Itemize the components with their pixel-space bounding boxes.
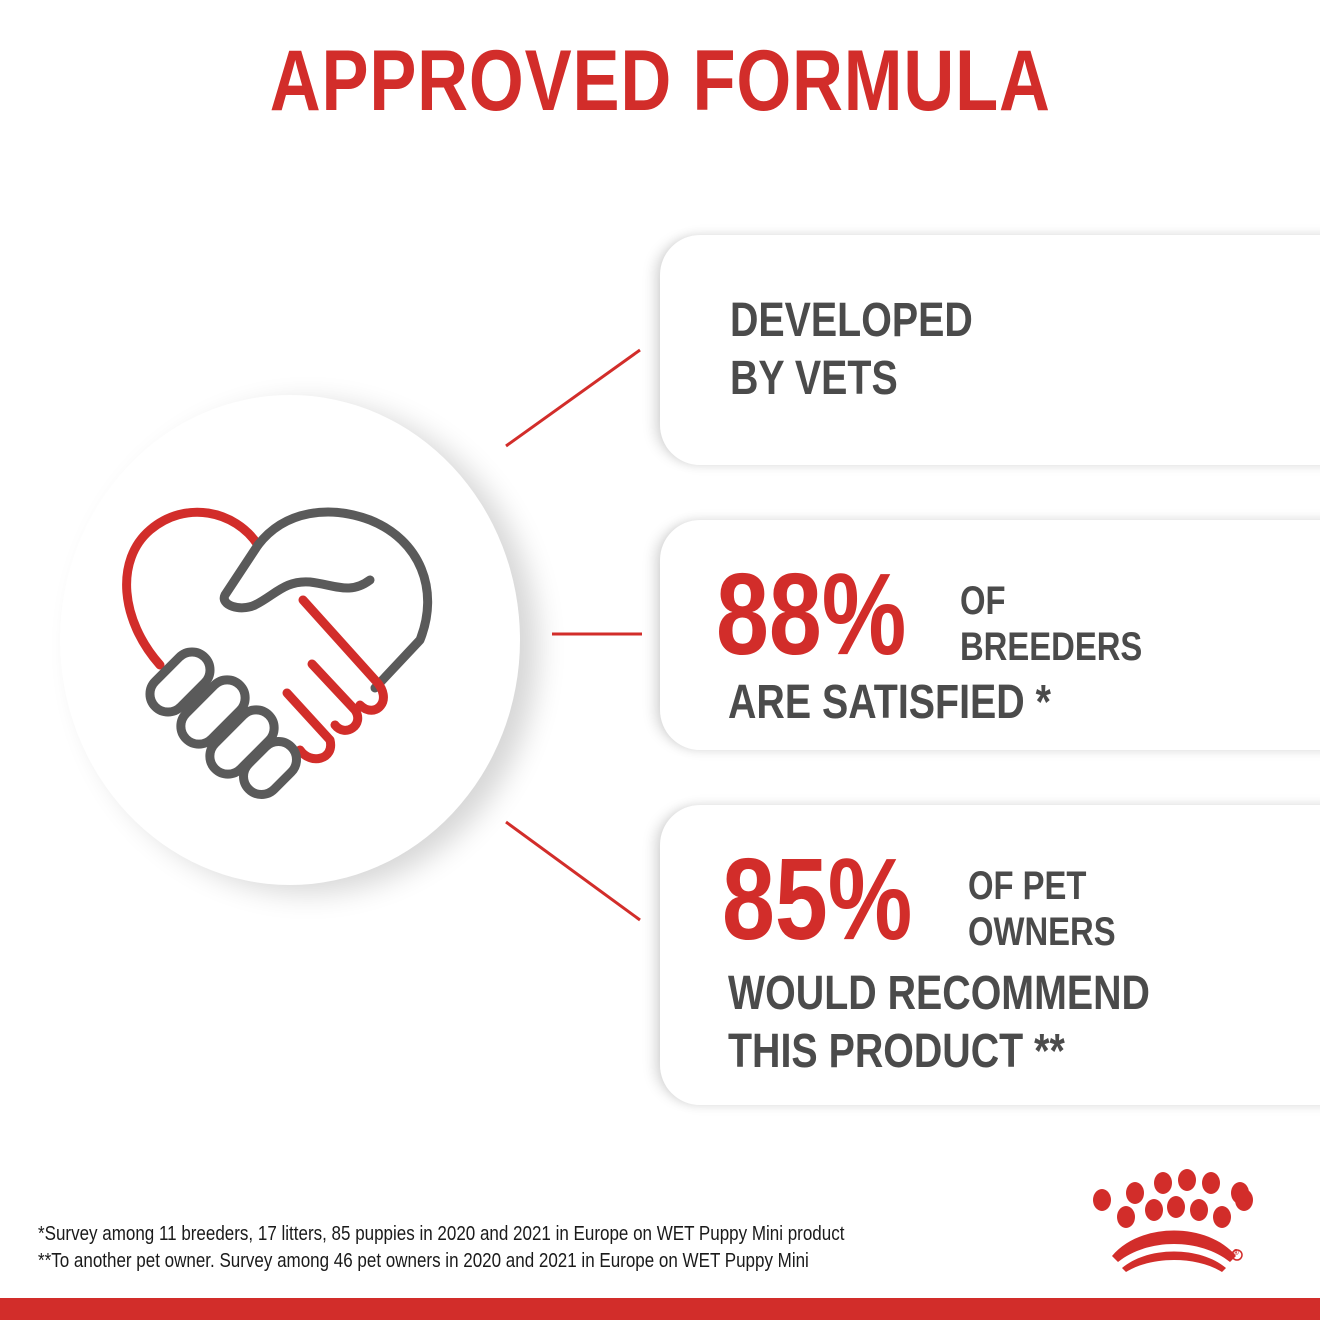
stat-description: WOULD RECOMMEND THIS PRODUCT ** xyxy=(728,967,1150,1078)
footnote-2: **To another pet owner. Survey among 46 … xyxy=(38,1250,809,1272)
icon-circle xyxy=(60,395,520,885)
crown-logo xyxy=(1093,1169,1253,1272)
stat-label: OF BREEDERS xyxy=(960,579,1143,669)
connector-lines xyxy=(505,348,642,922)
card-text: DEVELOPED BY VETS xyxy=(730,294,973,405)
stat-description: ARE SATISFIED * xyxy=(728,676,1051,729)
card-pet-owners: 85% OF PET OWNERS WOULD RECOMMEND THIS PRO… xyxy=(660,805,1320,1105)
page-title: APPROVED FORMULA xyxy=(269,33,1051,129)
stat-label: OF PET OWNERS xyxy=(968,864,1116,954)
connector-line-top xyxy=(505,348,641,448)
stat-percent: 88% xyxy=(716,549,907,679)
stat-percent: 85% xyxy=(722,834,913,964)
registered-mark: ® xyxy=(1233,1248,1239,1257)
footnote-1: *Survey among 11 breeders, 17 litters, 8… xyxy=(38,1223,845,1245)
card-breeders: 88% OF BREEDERS ARE SATISFIED * xyxy=(660,520,1320,750)
connector-line-bottom xyxy=(505,820,641,922)
bottom-brand-bar xyxy=(0,1298,1320,1320)
card-developed-by-vets: DEVELOPED BY VETS xyxy=(660,235,1320,465)
